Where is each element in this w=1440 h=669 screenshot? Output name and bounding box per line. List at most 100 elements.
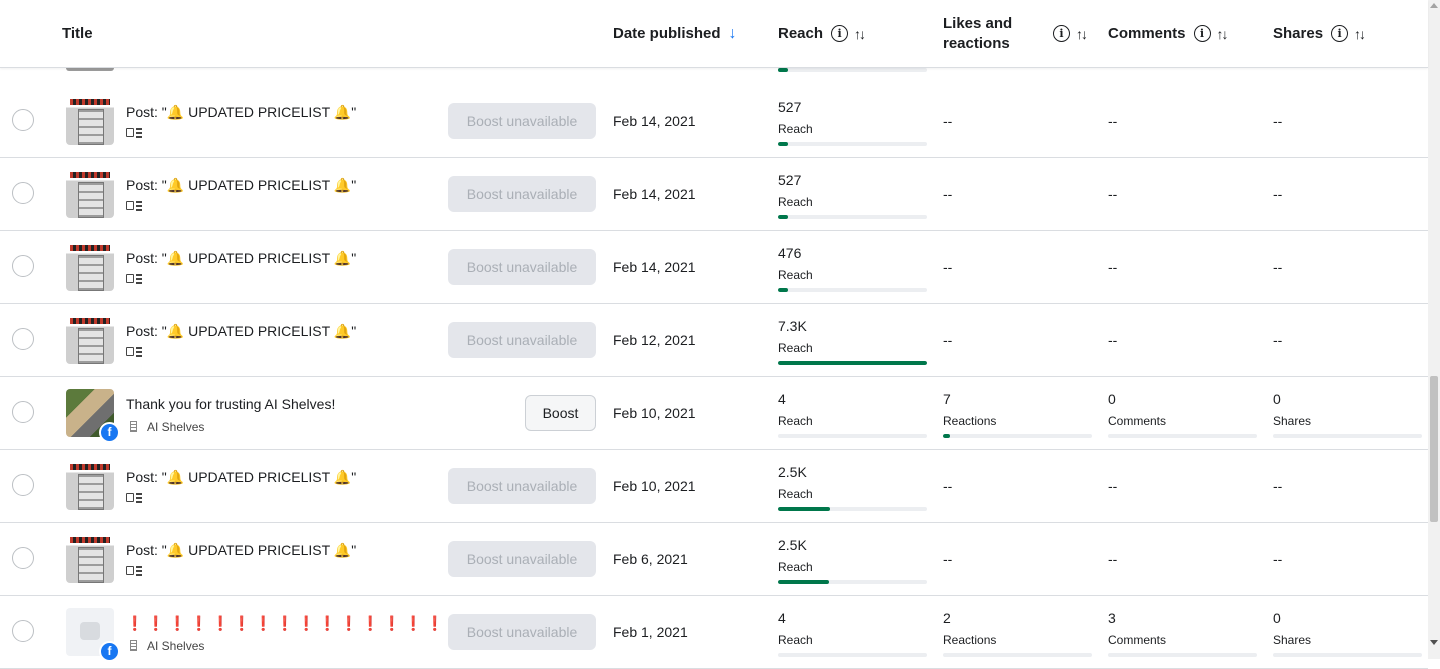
reach-metric: 4 Reach — [778, 391, 927, 438]
table-row[interactable]: Post: "🔔 UPDATED PRICELIST 🔔" Boost unava… — [0, 304, 1428, 377]
table-row[interactable]: Post: "🔔 UPDATED PRICELIST 🔔" Boost unava… — [0, 523, 1428, 596]
info-icon[interactable]: i — [1331, 25, 1349, 42]
date-published: Feb 14, 2021 — [613, 259, 696, 275]
date-published: Feb 6, 2021 — [613, 551, 688, 567]
post-title[interactable]: Post: "🔔 UPDATED PRICELIST 🔔" — [126, 250, 357, 266]
post-type-icon-line — [136, 501, 142, 503]
table-row[interactable]: f Thank you for trusting AI Shelves! AI Sh… — [0, 377, 1428, 450]
pricelist-thumbnail[interactable] — [66, 462, 114, 510]
pricelist-thumbnail[interactable] — [66, 316, 114, 364]
row-select-radio[interactable] — [12, 182, 34, 204]
comments-value: 0 — [1108, 391, 1116, 407]
column-header-likes-reactions[interactable]: Likes and reactions i ↑↓ — [943, 14, 1088, 52]
boost-unavailable-button: Boost unavailable — [448, 176, 596, 212]
post-type-icon — [126, 565, 142, 577]
arrow-down-icon[interactable]: ↓ — [728, 24, 737, 42]
post-type-icon-box — [126, 493, 134, 502]
reach-bar — [778, 68, 927, 72]
boost-unavailable-button: Boost unavailable — [448, 468, 596, 504]
post-type-icon-box — [126, 201, 134, 210]
post-type-icon-line — [136, 570, 142, 572]
column-header-reach[interactable]: Reach i ↑↓ — [778, 24, 866, 42]
post-type-icon-box — [126, 566, 134, 575]
shares-value: -- — [1273, 551, 1283, 567]
post-title[interactable]: Post: "🔔 UPDATED PRICELIST 🔔" — [126, 177, 357, 193]
post-type-icon-line — [136, 574, 142, 576]
row-select-radio[interactable] — [12, 255, 34, 277]
post-title[interactable]: Post: "🔔 UPDATED PRICELIST 🔔" — [126, 323, 357, 339]
reach-label: Reach — [778, 633, 813, 647]
comments-metric: 0 Comments — [1108, 391, 1257, 438]
building-icon — [130, 640, 137, 651]
info-icon[interactable]: i — [1193, 25, 1211, 42]
post-title[interactable]: Post: "🔔 UPDATED PRICELIST 🔔" — [126, 542, 357, 558]
reach-bar-fill — [778, 507, 830, 511]
info-icon[interactable]: i — [1053, 25, 1070, 42]
post-type-icon-line — [136, 136, 142, 138]
sort-icon[interactable]: ↑↓ — [1076, 25, 1088, 42]
reach-label: Reach — [778, 487, 813, 501]
reach-bar — [778, 142, 927, 146]
reach-bar-fill — [778, 142, 788, 146]
scrollbar-thumb[interactable] — [1430, 376, 1438, 522]
column-header-comments[interactable]: Comments i ↑↓ — [1108, 24, 1229, 42]
comments-value: -- — [1108, 259, 1118, 275]
page-name-line: AI Shelves — [130, 419, 204, 435]
likes-value: 7 — [943, 391, 951, 407]
post-type-icon-line — [136, 351, 142, 353]
post-title[interactable]: Thank you for trusting AI Shelves! — [126, 396, 336, 412]
boost-button[interactable]: Boost — [525, 395, 596, 431]
row-select-radio[interactable] — [12, 109, 34, 131]
column-header-title[interactable]: Title — [62, 24, 93, 42]
page-name-line: AI Shelves — [130, 638, 204, 654]
reach-label: Reach — [778, 560, 813, 574]
scroll-up-arrow-icon[interactable] — [1430, 3, 1438, 8]
row-select-radio[interactable] — [12, 547, 34, 569]
post-type-icon-box — [126, 347, 134, 356]
sort-icon[interactable]: ↑↓ — [1216, 25, 1229, 42]
reach-value: 4 — [778, 391, 786, 407]
comments-value: -- — [1108, 551, 1118, 567]
info-icon[interactable]: i — [831, 25, 849, 42]
vertical-scrollbar[interactable] — [1428, 0, 1440, 659]
reach-bar-fill — [778, 215, 788, 219]
table-row[interactable]: Post: "🔔 UPDATED PRICELIST 🔔" Boost unava… — [0, 158, 1428, 231]
column-header-shares[interactable]: Shares i ↑↓ — [1273, 24, 1366, 42]
placeholder-thumbnail[interactable] — [66, 608, 114, 656]
post-type-icon — [126, 200, 142, 212]
comments-value: 3 — [1108, 610, 1116, 626]
sort-icon[interactable]: ↑↓ — [1354, 25, 1366, 42]
boost-unavailable-button: Boost unavailable — [448, 249, 596, 285]
row-select-radio[interactable] — [12, 328, 34, 350]
likes-label: Reactions — [943, 633, 997, 647]
post-type-icon-line — [136, 566, 142, 568]
post-type-icon-line — [136, 497, 142, 499]
post-title[interactable]: Post: "🔔 UPDATED PRICELIST 🔔" — [126, 104, 357, 120]
table-row-partial — [0, 59, 1428, 86]
table-row[interactable]: Post: "🔔 UPDATED PRICELIST 🔔" Boost unava… — [0, 450, 1428, 523]
pricelist-thumbnail[interactable] — [66, 170, 114, 218]
row-select-radio[interactable] — [12, 474, 34, 496]
post-type-icon-line — [136, 128, 142, 130]
post-type-icon-line — [136, 274, 142, 276]
post-title[interactable]: ❗❗❗❗❗❗❗❗❗❗❗❗❗❗❗... — [126, 615, 472, 631]
scroll-down-arrow-icon[interactable] — [1430, 640, 1438, 645]
pricelist-thumbnail[interactable] — [66, 243, 114, 291]
row-select-radio[interactable] — [12, 401, 34, 423]
comments-bar — [1108, 434, 1257, 438]
table-row[interactable]: Post: "🔔 UPDATED PRICELIST 🔔" Boost unava… — [0, 231, 1428, 304]
post-title[interactable]: Post: "🔔 UPDATED PRICELIST 🔔" — [126, 469, 357, 485]
table-row[interactable]: f ❗❗❗❗❗❗❗❗❗❗❗❗❗❗❗... AI Shelves Boost unava… — [0, 596, 1428, 669]
pricelist-thumbnail[interactable] — [66, 535, 114, 583]
sort-icon[interactable]: ↑↓ — [854, 25, 866, 42]
table-row[interactable]: Post: "🔔 UPDATED PRICELIST 🔔" Boost unava… — [0, 85, 1428, 158]
reach-bar-fill — [778, 288, 788, 292]
post-type-icon-box — [126, 128, 134, 137]
likes-metric: 2 Reactions — [943, 610, 1092, 657]
likes-bar — [943, 434, 1092, 438]
pricelist-thumbnail[interactable] — [66, 97, 114, 145]
shares-value: 0 — [1273, 391, 1281, 407]
column-header-date-published[interactable]: Date published ↓ — [613, 24, 737, 42]
row-select-radio[interactable] — [12, 620, 34, 642]
comments-value: -- — [1108, 478, 1118, 494]
